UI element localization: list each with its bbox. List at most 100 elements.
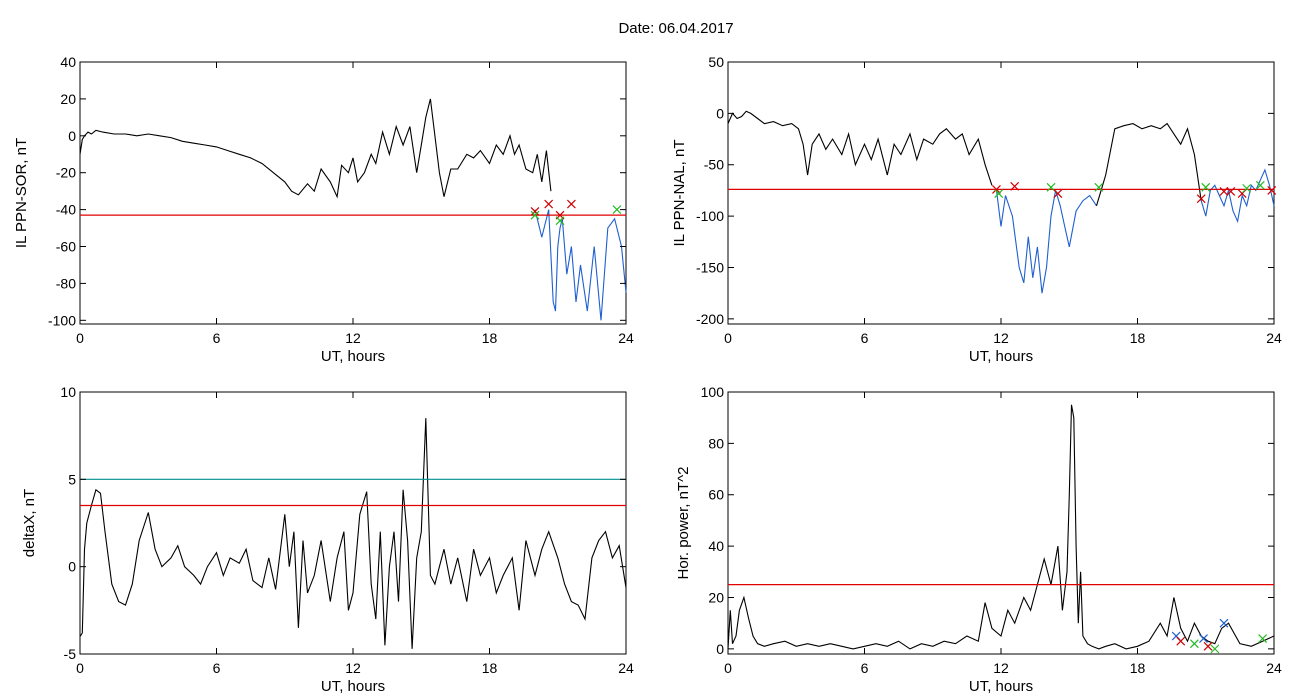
event-marker xyxy=(1196,194,1206,204)
x-tick-label: 12 xyxy=(993,330,1009,346)
series-line xyxy=(995,190,1097,294)
event-marker xyxy=(1053,189,1063,198)
marker-stroke xyxy=(1255,180,1265,190)
marker-stroke xyxy=(1176,636,1186,646)
y-tick-label: -100 xyxy=(48,312,76,328)
event-marker xyxy=(1176,636,1186,646)
y-tick-label: 0 xyxy=(716,641,724,657)
x-axis-label: UT, hours xyxy=(321,348,385,365)
marker-group xyxy=(992,180,1277,204)
marker-stroke xyxy=(612,205,622,215)
y-tick-label: 20 xyxy=(708,589,724,605)
x-tick-label: 18 xyxy=(482,330,498,346)
series-group xyxy=(727,404,1275,650)
figure-title: Date: 06.04.2017 xyxy=(618,20,733,37)
y-tick-label: 100 xyxy=(701,384,725,400)
series-line xyxy=(79,98,552,199)
event-marker xyxy=(1199,634,1208,644)
x-tick-label: 6 xyxy=(861,330,869,346)
y-tick-label: 60 xyxy=(708,487,724,503)
x-tick-label: 12 xyxy=(345,660,361,676)
event-marker xyxy=(1258,634,1268,644)
event-marker xyxy=(544,199,554,209)
event-marker xyxy=(1219,187,1229,196)
marker-stroke xyxy=(1189,639,1199,649)
panel-nal: 0 6 12 18 24 -200 -150 -100 -50 0 50 UT, hours IL … xyxy=(671,54,1282,365)
panel-power: 0 6 12 18 24 0 20 40 60 80 100 UT, hours Hor. powe… xyxy=(675,384,1282,695)
marker-stroke xyxy=(1171,631,1181,641)
y-tick-label: 20 xyxy=(60,91,76,107)
plot-area xyxy=(79,61,627,325)
y-tick-label: -20 xyxy=(56,165,76,181)
y-tick-label: -150 xyxy=(696,259,724,275)
event-marker xyxy=(566,199,576,209)
marker-stroke xyxy=(1201,182,1211,192)
event-marker xyxy=(555,216,565,226)
tick-group: 0 6 12 18 24 -200 -150 -100 -50 0 50 xyxy=(696,54,1282,346)
x-tick-label: 6 xyxy=(213,660,221,676)
y-tick-label: 80 xyxy=(708,435,724,451)
marker-stroke xyxy=(1226,187,1236,196)
event-marker xyxy=(1201,182,1211,192)
marker-stroke xyxy=(1219,618,1229,628)
marker-stroke xyxy=(1046,182,1056,192)
x-tick-label: 6 xyxy=(861,660,869,676)
series-group xyxy=(727,110,1275,294)
event-marker xyxy=(1242,183,1252,193)
series-line xyxy=(534,209,627,321)
y-tick-label: -50 xyxy=(704,157,724,173)
event-marker xyxy=(1226,187,1236,196)
y-tick-label: 5 xyxy=(68,471,76,487)
x-tick-label: 6 xyxy=(213,330,221,346)
y-tick-label: 40 xyxy=(60,54,76,70)
marker-stroke xyxy=(1094,182,1104,192)
event-marker xyxy=(1010,181,1020,191)
marker-stroke xyxy=(1010,181,1020,191)
y-tick-label: -5 xyxy=(64,646,77,662)
series-line xyxy=(727,404,1275,650)
marker-stroke xyxy=(530,207,540,216)
plot-area xyxy=(727,391,1275,655)
y-tick-label: -60 xyxy=(56,239,76,255)
marker-stroke xyxy=(1199,634,1208,644)
y-tick-label: 10 xyxy=(60,384,76,400)
y-tick-label: -80 xyxy=(56,275,76,291)
x-tick-label: 0 xyxy=(76,330,84,346)
marker-stroke xyxy=(1267,186,1277,195)
series-line xyxy=(1095,122,1202,206)
hline-group xyxy=(80,478,626,507)
y-tick-label: -40 xyxy=(56,202,76,218)
x-tick-label: 18 xyxy=(1130,660,1146,676)
x-tick-label: 0 xyxy=(76,660,84,676)
marker-stroke xyxy=(994,189,1004,198)
event-marker xyxy=(1219,618,1229,628)
y-tick-label: 0 xyxy=(68,128,76,144)
event-marker xyxy=(1189,639,1199,649)
series-group xyxy=(79,98,627,321)
tick-group: 0 6 12 18 24 0 20 40 60 80 100 xyxy=(701,384,1282,676)
y-tick-label: -200 xyxy=(696,311,724,327)
x-tick-label: 24 xyxy=(1266,330,1282,346)
marker-stroke xyxy=(1210,644,1220,654)
tick-group: 0 6 12 18 24 -100 -80 -60 -40 -20 0 20 40 xyxy=(48,54,634,346)
event-marker xyxy=(1203,641,1213,651)
event-marker xyxy=(1267,186,1277,195)
y-tick-label: 0 xyxy=(68,559,76,575)
marker-stroke xyxy=(1203,641,1213,651)
plot-area xyxy=(727,61,1275,325)
event-marker xyxy=(1210,644,1220,654)
x-tick-label: 0 xyxy=(724,330,732,346)
y-axis-label: IL PPN-SOR, nT xyxy=(13,138,30,248)
x-tick-label: 12 xyxy=(993,660,1009,676)
event-marker xyxy=(994,189,1004,198)
event-marker xyxy=(1094,182,1104,192)
marker-stroke xyxy=(1219,187,1229,196)
x-tick-label: 18 xyxy=(482,660,498,676)
marker-group xyxy=(530,199,622,226)
x-axis-label: UT, hours xyxy=(969,678,1033,695)
marker-stroke xyxy=(544,199,554,209)
